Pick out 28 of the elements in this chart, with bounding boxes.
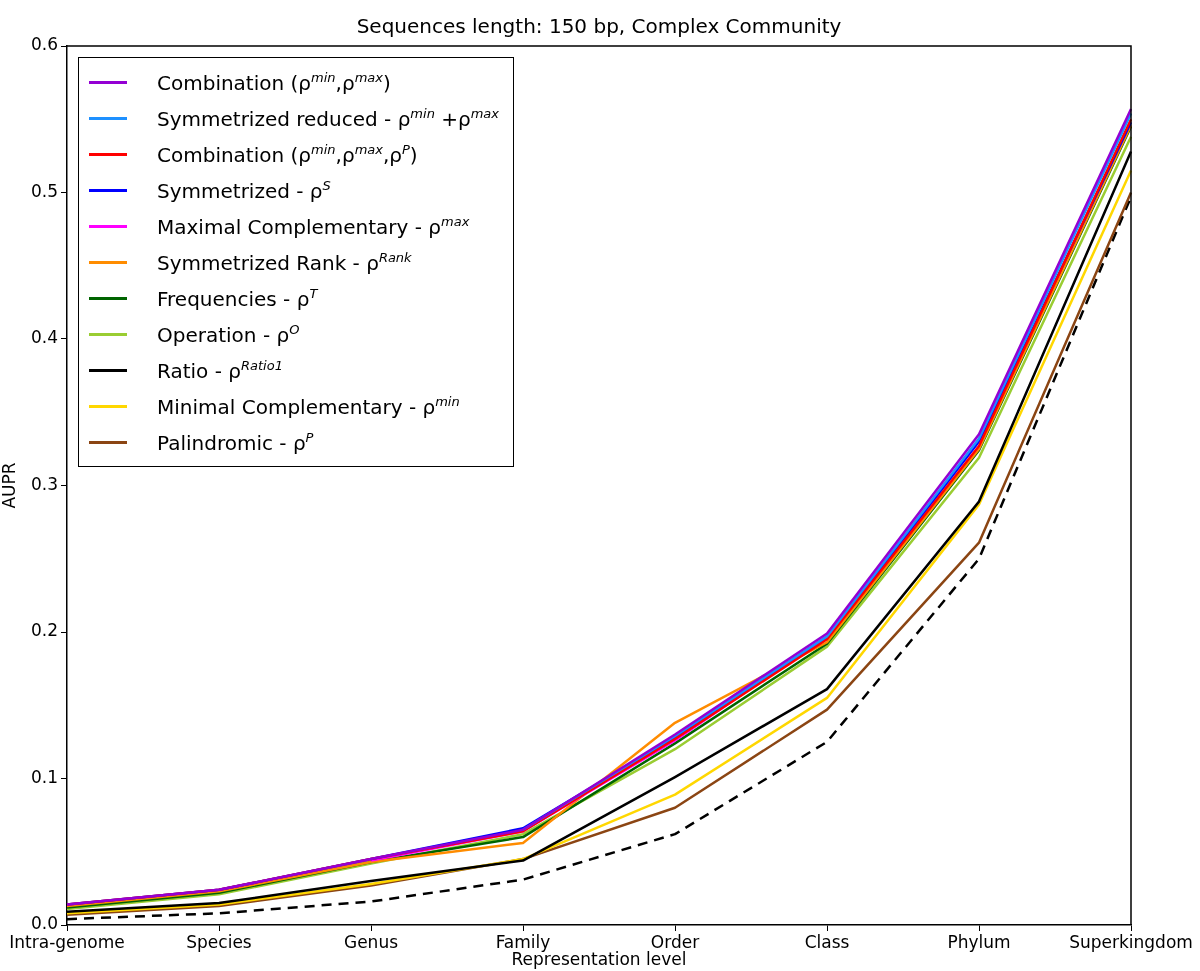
legend-label: Operation - ρ$^{O}$ [157,321,300,347]
legend-label: Maximal Complementary - ρ$^{max}$ [157,213,470,239]
y-tick-label: 0.1 [30,766,58,787]
y-tick-label: 0.2 [30,620,58,641]
x-tick-label: Class [804,931,850,952]
x-tick-label: Intra-genome [9,931,125,952]
legend-label: Minimal Complementary - ρ$^{min}$ [157,393,460,419]
y-tick-label: 0.3 [30,473,58,494]
x-tick-label: Phylum [947,931,1011,952]
x-tick-label: Species [186,931,252,952]
y-tick-label: 0.0 [30,913,58,934]
x-tick-label: Genus [343,931,399,952]
x-tick-label: Family [495,931,551,952]
legend-label: Symmetrized - ρ$^{S}$ [157,177,331,203]
y-tick-label: 0.5 [30,180,58,201]
y-axis-title: AUPR [0,462,19,509]
legend-label: Symmetrized reduced - ρ$^{min}$ +ρ$^{max}$ [157,105,500,131]
y-tick-label: 0.4 [30,327,58,348]
legend-label: Combination (ρ$^{min}$,ρ$^{max}$) [157,69,391,95]
legend-label: Ratio - ρ$^{Ratio1}$ [157,357,283,383]
legend-label: Combination (ρ$^{min}$,ρ$^{max}$,ρ$^{P}$) [157,141,418,167]
legend-label: Frequencies - ρ$^{T}$ [157,285,318,311]
chart-title: Sequences length: 150 bp, Complex Community [355,14,843,38]
y-tick-label: 0.6 [30,34,58,55]
legend-label: Symmetrized Rank - ρ$^{Rank}$ [157,249,412,275]
x-tick-label: Order [650,931,700,952]
legend-label: Palindromic - ρ$^{P}$ [157,429,314,455]
x-tick-label: Superkingdom [1069,931,1193,952]
